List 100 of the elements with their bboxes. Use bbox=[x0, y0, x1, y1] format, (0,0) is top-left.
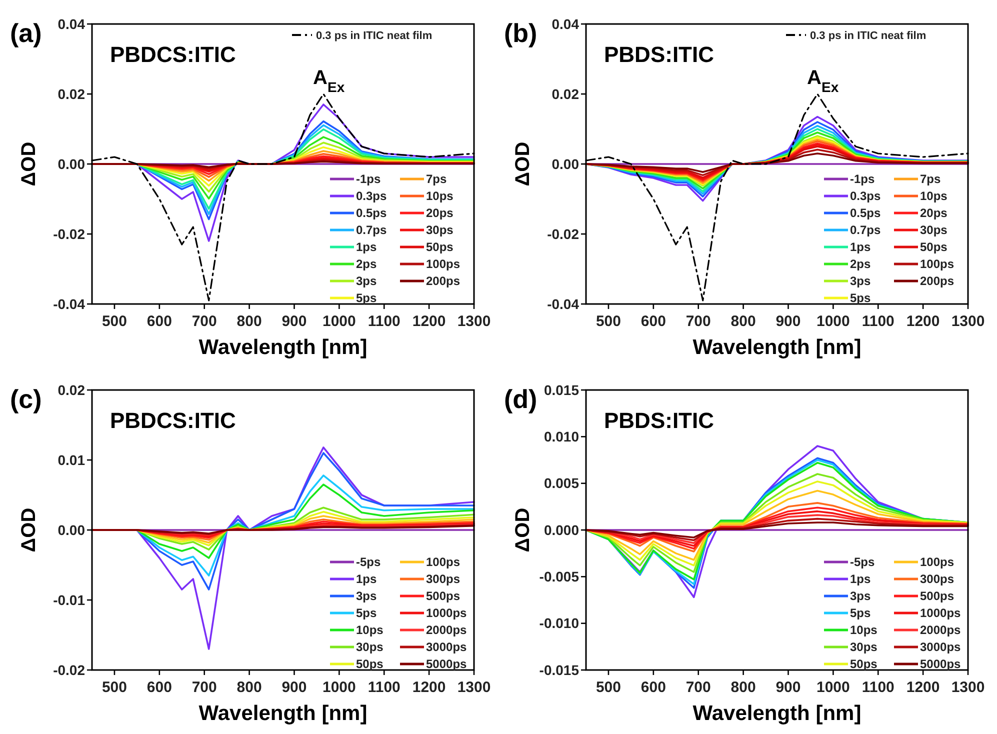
legend-label: -5ps bbox=[356, 555, 381, 570]
annotation: A$_{Ex}$ bbox=[313, 67, 345, 95]
x-tick-label: 1200 bbox=[412, 313, 446, 330]
x-tick-label: 1100 bbox=[368, 679, 400, 696]
legend-label: 300ps bbox=[426, 572, 460, 586]
y-tick-label: 0.02 bbox=[58, 86, 86, 102]
legend-label: 1ps bbox=[356, 572, 378, 586]
legend-label: 5000ps bbox=[920, 657, 962, 672]
x-tick-label: 700 bbox=[686, 679, 711, 696]
x-tick-label: 1200 bbox=[906, 679, 940, 696]
legend-label: 50ps bbox=[356, 657, 384, 672]
legend-label: 0.3 ps in ITIC neat film bbox=[810, 30, 926, 42]
x-axis-title: Wavelength [nm] bbox=[692, 336, 862, 359]
legend-label: 5ps bbox=[356, 291, 378, 306]
legend-label: 20ps bbox=[920, 206, 948, 220]
x-tick-label: 800 bbox=[236, 313, 262, 330]
legend-label: 1000ps bbox=[920, 606, 962, 620]
x-tick-label: 1000 bbox=[322, 313, 356, 330]
x-tick-label: 500 bbox=[102, 679, 127, 696]
x-tick-label: 1300 bbox=[457, 313, 491, 330]
legend-label: 50ps bbox=[920, 240, 948, 254]
y-axis-title: ΔOD bbox=[512, 142, 534, 186]
chart-title: (a) bbox=[10, 18, 42, 48]
x-tick-label: 900 bbox=[776, 313, 801, 330]
x-tick-label: 500 bbox=[596, 679, 621, 696]
y-axis-title: ΔOD bbox=[18, 508, 40, 552]
x-tick-label: 1200 bbox=[906, 313, 940, 330]
y-tick-label: -0.04 bbox=[53, 296, 86, 312]
chart-title: (d) bbox=[504, 384, 538, 414]
y-tick-label: 0.04 bbox=[58, 16, 86, 32]
legend-label: 300ps bbox=[920, 572, 954, 586]
x-tick-label: 1300 bbox=[951, 313, 985, 330]
legend-label: 5ps bbox=[356, 606, 378, 620]
legend-label: -1ps bbox=[850, 172, 875, 186]
x-tick-label: 500 bbox=[102, 313, 127, 330]
chart-title: (c) bbox=[10, 384, 42, 414]
legend-label: 0.7ps bbox=[356, 223, 388, 238]
x-tick-label: 1100 bbox=[368, 313, 400, 330]
y-tick-label: -0.02 bbox=[547, 226, 580, 242]
y-axis-title: ΔOD bbox=[512, 508, 534, 552]
legend-label: 0.7ps bbox=[850, 223, 882, 238]
y-tick-label: 0.02 bbox=[552, 86, 580, 102]
y-tick-label: -0.005 bbox=[539, 568, 580, 585]
x-tick-label: 600 bbox=[146, 313, 172, 330]
x-tick-label: 900 bbox=[282, 313, 307, 330]
x-tick-label: 600 bbox=[146, 679, 172, 696]
x-axis-title: Wavelength [nm] bbox=[198, 702, 368, 725]
legend-label: 1ps bbox=[850, 572, 872, 586]
x-tick-label: 800 bbox=[730, 679, 756, 696]
legend-label: -5ps bbox=[850, 555, 875, 570]
legend-label: 200ps bbox=[426, 274, 460, 288]
legend-label: 20ps bbox=[426, 206, 454, 220]
x-tick-label: 600 bbox=[640, 679, 666, 696]
y-tick-label: 0.00 bbox=[58, 522, 86, 538]
x-axis-title: Wavelength [nm] bbox=[198, 336, 368, 359]
legend-label: 2ps bbox=[356, 257, 378, 272]
x-tick-label: 1000 bbox=[816, 679, 850, 696]
x-tick-label: 1300 bbox=[951, 679, 985, 696]
legend-label: 3000ps bbox=[426, 640, 468, 654]
x-tick-label: 500 bbox=[596, 313, 621, 330]
legend-label: 10ps bbox=[426, 189, 454, 204]
legend-label: -1ps bbox=[356, 172, 381, 186]
x-tick-label: 700 bbox=[192, 313, 217, 330]
x-tick-label: 900 bbox=[282, 679, 307, 696]
legend-label: 10ps bbox=[850, 623, 878, 638]
legend-label: 10ps bbox=[920, 189, 948, 204]
x-tick-label: 1200 bbox=[412, 679, 446, 696]
x-tick-label: 1300 bbox=[457, 679, 491, 696]
legend-label: 0.3 ps in ITIC neat film bbox=[316, 30, 432, 42]
y-tick-label: -0.02 bbox=[53, 662, 86, 678]
legend-label: 2000ps bbox=[920, 623, 962, 638]
legend-label: 0.3ps bbox=[850, 189, 882, 204]
annotation: PBDS:ITIC bbox=[604, 408, 714, 433]
legend-label: 3000ps bbox=[920, 640, 962, 654]
y-tick-label: 0.005 bbox=[544, 475, 580, 492]
y-tick-label: 0.015 bbox=[544, 382, 580, 398]
legend-label: 0.3ps bbox=[356, 189, 388, 204]
x-tick-label: 900 bbox=[776, 679, 801, 696]
y-tick-label: -0.02 bbox=[53, 226, 86, 242]
legend-label: 7ps bbox=[920, 172, 942, 186]
y-tick-label: -0.04 bbox=[547, 296, 580, 312]
legend-label: 5ps bbox=[850, 291, 872, 306]
x-tick-label: 800 bbox=[730, 313, 756, 330]
x-tick-label: 700 bbox=[192, 679, 217, 696]
x-tick-label: 1100 bbox=[862, 313, 894, 330]
y-tick-label: -0.015 bbox=[539, 662, 580, 678]
y-tick-label: 0.04 bbox=[552, 16, 580, 32]
legend-label: 0.5ps bbox=[850, 206, 882, 220]
legend-label: 3ps bbox=[356, 274, 378, 288]
y-tick-label: 0.000 bbox=[544, 522, 580, 538]
legend-label: 1ps bbox=[850, 240, 872, 254]
legend-label: 100ps bbox=[920, 555, 954, 570]
legend-label: 30ps bbox=[850, 640, 878, 654]
legend-label: 1ps bbox=[356, 240, 378, 254]
legend-label: 3ps bbox=[850, 589, 872, 604]
y-tick-label: 0.010 bbox=[544, 428, 580, 445]
y-tick-label: 0.01 bbox=[58, 452, 86, 468]
legend-label: 5ps bbox=[850, 606, 872, 620]
legend-label: 30ps bbox=[426, 223, 454, 238]
legend-label: 0.5ps bbox=[356, 206, 388, 220]
